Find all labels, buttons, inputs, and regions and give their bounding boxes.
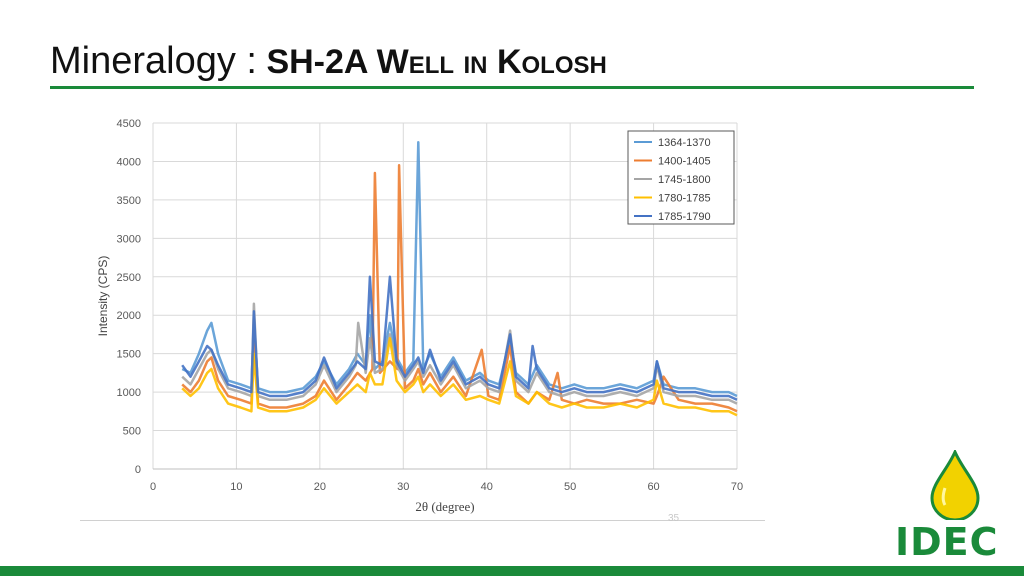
x-tick-label: 60 bbox=[647, 481, 659, 493]
y-tick-label: 2000 bbox=[117, 310, 141, 322]
y-tick-label: 4000 bbox=[117, 156, 141, 168]
y-tick-label: 1500 bbox=[117, 349, 141, 361]
legend-label: 1364-1370 bbox=[658, 137, 711, 149]
chart-series bbox=[181, 140, 738, 417]
title-lead: Mineralogy : bbox=[50, 40, 257, 82]
y-axis-label: Intensity (CPS) bbox=[96, 256, 110, 337]
y-tick-label: 4500 bbox=[117, 118, 141, 130]
legend-label: 1785-1790 bbox=[658, 211, 711, 223]
chart-legend: 1364-1370 1400-1405 1745-1800 1780-1785 1785… bbox=[627, 130, 735, 225]
title-underline bbox=[50, 86, 974, 89]
series-line bbox=[181, 275, 738, 401]
chart-grid bbox=[152, 122, 738, 470]
logo-text: IDEC bbox=[895, 520, 999, 564]
page-title: Mineralogy : SH-2A Well in Kolosh bbox=[50, 40, 607, 83]
x-tick-label: 10 bbox=[230, 481, 242, 493]
chart-ticks: 0 500 1000 1500 2000 2500 3000 3500 4000 4500 0 10 2… bbox=[117, 118, 744, 493]
series-line bbox=[181, 337, 738, 417]
y-tick-label: 0 bbox=[135, 464, 141, 476]
title-subject: SH-2A Well in Kolosh bbox=[266, 43, 607, 81]
oil-drop-icon bbox=[930, 450, 980, 520]
x-axis-label: 2θ (degree) bbox=[415, 499, 474, 514]
x-tick-label: 0 bbox=[150, 481, 156, 493]
y-tick-label: 1000 bbox=[117, 387, 141, 399]
x-tick-label: 20 bbox=[314, 481, 326, 493]
y-tick-label: 500 bbox=[123, 426, 141, 438]
divider bbox=[80, 520, 765, 521]
footer-bar bbox=[0, 566, 1024, 576]
x-tick-label: 30 bbox=[397, 481, 409, 493]
y-tick-label: 3500 bbox=[117, 195, 141, 207]
legend-label: 1780-1785 bbox=[658, 193, 711, 205]
page-number: 35 bbox=[668, 513, 680, 524]
legend-box bbox=[627, 130, 735, 225]
legend-label: 1400-1405 bbox=[658, 156, 711, 168]
x-tick-label: 50 bbox=[564, 481, 576, 493]
x-tick-label: 40 bbox=[481, 481, 493, 493]
legend-label: 1745-1800 bbox=[658, 174, 711, 186]
y-tick-label: 2500 bbox=[117, 272, 141, 284]
drop-highlight bbox=[941, 487, 947, 506]
idec-logo bbox=[930, 450, 980, 520]
x-tick-label: 70 bbox=[731, 481, 743, 493]
y-tick-label: 3000 bbox=[117, 233, 141, 245]
